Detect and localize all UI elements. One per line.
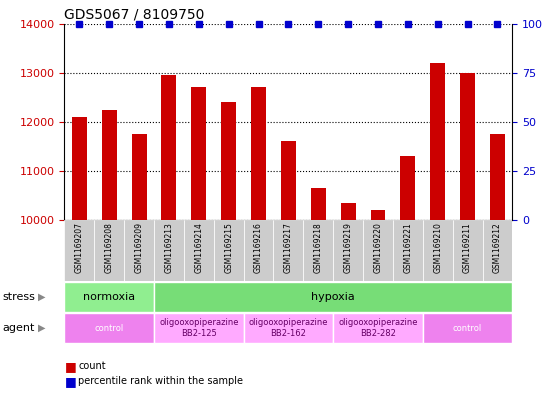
Bar — [154, 282, 512, 312]
Text: GSM1169210: GSM1169210 — [433, 222, 442, 273]
Bar — [393, 220, 423, 281]
Bar — [460, 73, 475, 220]
Text: GSM1169212: GSM1169212 — [493, 222, 502, 273]
Text: GSM1169211: GSM1169211 — [463, 222, 472, 273]
Text: GSM1169215: GSM1169215 — [224, 222, 233, 273]
Text: normoxia: normoxia — [83, 292, 136, 302]
Text: ■: ■ — [64, 375, 76, 388]
Bar — [311, 188, 326, 220]
Bar — [430, 63, 445, 220]
Bar — [192, 87, 206, 220]
Bar — [251, 87, 266, 220]
Bar — [363, 220, 393, 281]
Bar — [244, 313, 333, 343]
Bar — [64, 220, 94, 281]
Bar — [64, 282, 154, 312]
Text: GSM1169209: GSM1169209 — [134, 222, 143, 273]
Bar — [400, 156, 416, 220]
Text: control: control — [453, 324, 482, 332]
Bar — [244, 220, 273, 281]
Bar — [490, 134, 505, 220]
Bar — [304, 220, 333, 281]
Text: GSM1169208: GSM1169208 — [105, 222, 114, 273]
Bar — [161, 75, 176, 220]
Text: oligooxopiperazine
BB2-282: oligooxopiperazine BB2-282 — [338, 318, 418, 338]
Bar — [102, 110, 116, 220]
Text: percentile rank within the sample: percentile rank within the sample — [78, 376, 244, 386]
Bar — [132, 134, 147, 220]
Text: ■: ■ — [64, 360, 76, 373]
Bar — [281, 141, 296, 220]
Bar — [452, 220, 483, 281]
Bar — [483, 220, 512, 281]
Text: GSM1169213: GSM1169213 — [165, 222, 174, 273]
Text: GSM1169220: GSM1169220 — [374, 222, 382, 273]
Bar — [221, 102, 236, 220]
Text: control: control — [95, 324, 124, 332]
Bar — [273, 220, 304, 281]
Text: count: count — [78, 361, 106, 371]
Bar — [184, 220, 214, 281]
Bar — [154, 220, 184, 281]
Bar — [371, 210, 385, 220]
Bar — [124, 220, 154, 281]
Bar — [333, 313, 423, 343]
Bar — [154, 313, 244, 343]
Text: GSM1169207: GSM1169207 — [75, 222, 84, 273]
Text: GSM1169216: GSM1169216 — [254, 222, 263, 273]
Text: stress: stress — [3, 292, 36, 302]
Text: GSM1169217: GSM1169217 — [284, 222, 293, 273]
Text: ▶: ▶ — [38, 323, 45, 333]
Bar — [423, 313, 512, 343]
Text: oligooxopiperazine
BB2-162: oligooxopiperazine BB2-162 — [249, 318, 328, 338]
Bar — [423, 220, 452, 281]
Bar — [64, 313, 154, 343]
Bar — [340, 203, 356, 220]
Text: GSM1169218: GSM1169218 — [314, 222, 323, 273]
Text: GDS5067 / 8109750: GDS5067 / 8109750 — [64, 7, 205, 21]
Bar — [72, 117, 87, 220]
Text: agent: agent — [3, 323, 35, 333]
Bar — [94, 220, 124, 281]
Text: ▶: ▶ — [38, 292, 45, 302]
Text: GSM1169221: GSM1169221 — [403, 222, 412, 273]
Text: hypoxia: hypoxia — [311, 292, 355, 302]
Bar — [214, 220, 244, 281]
Bar — [333, 220, 363, 281]
Text: GSM1169219: GSM1169219 — [344, 222, 353, 273]
Text: oligooxopiperazine
BB2-125: oligooxopiperazine BB2-125 — [159, 318, 239, 338]
Text: GSM1169214: GSM1169214 — [194, 222, 203, 273]
